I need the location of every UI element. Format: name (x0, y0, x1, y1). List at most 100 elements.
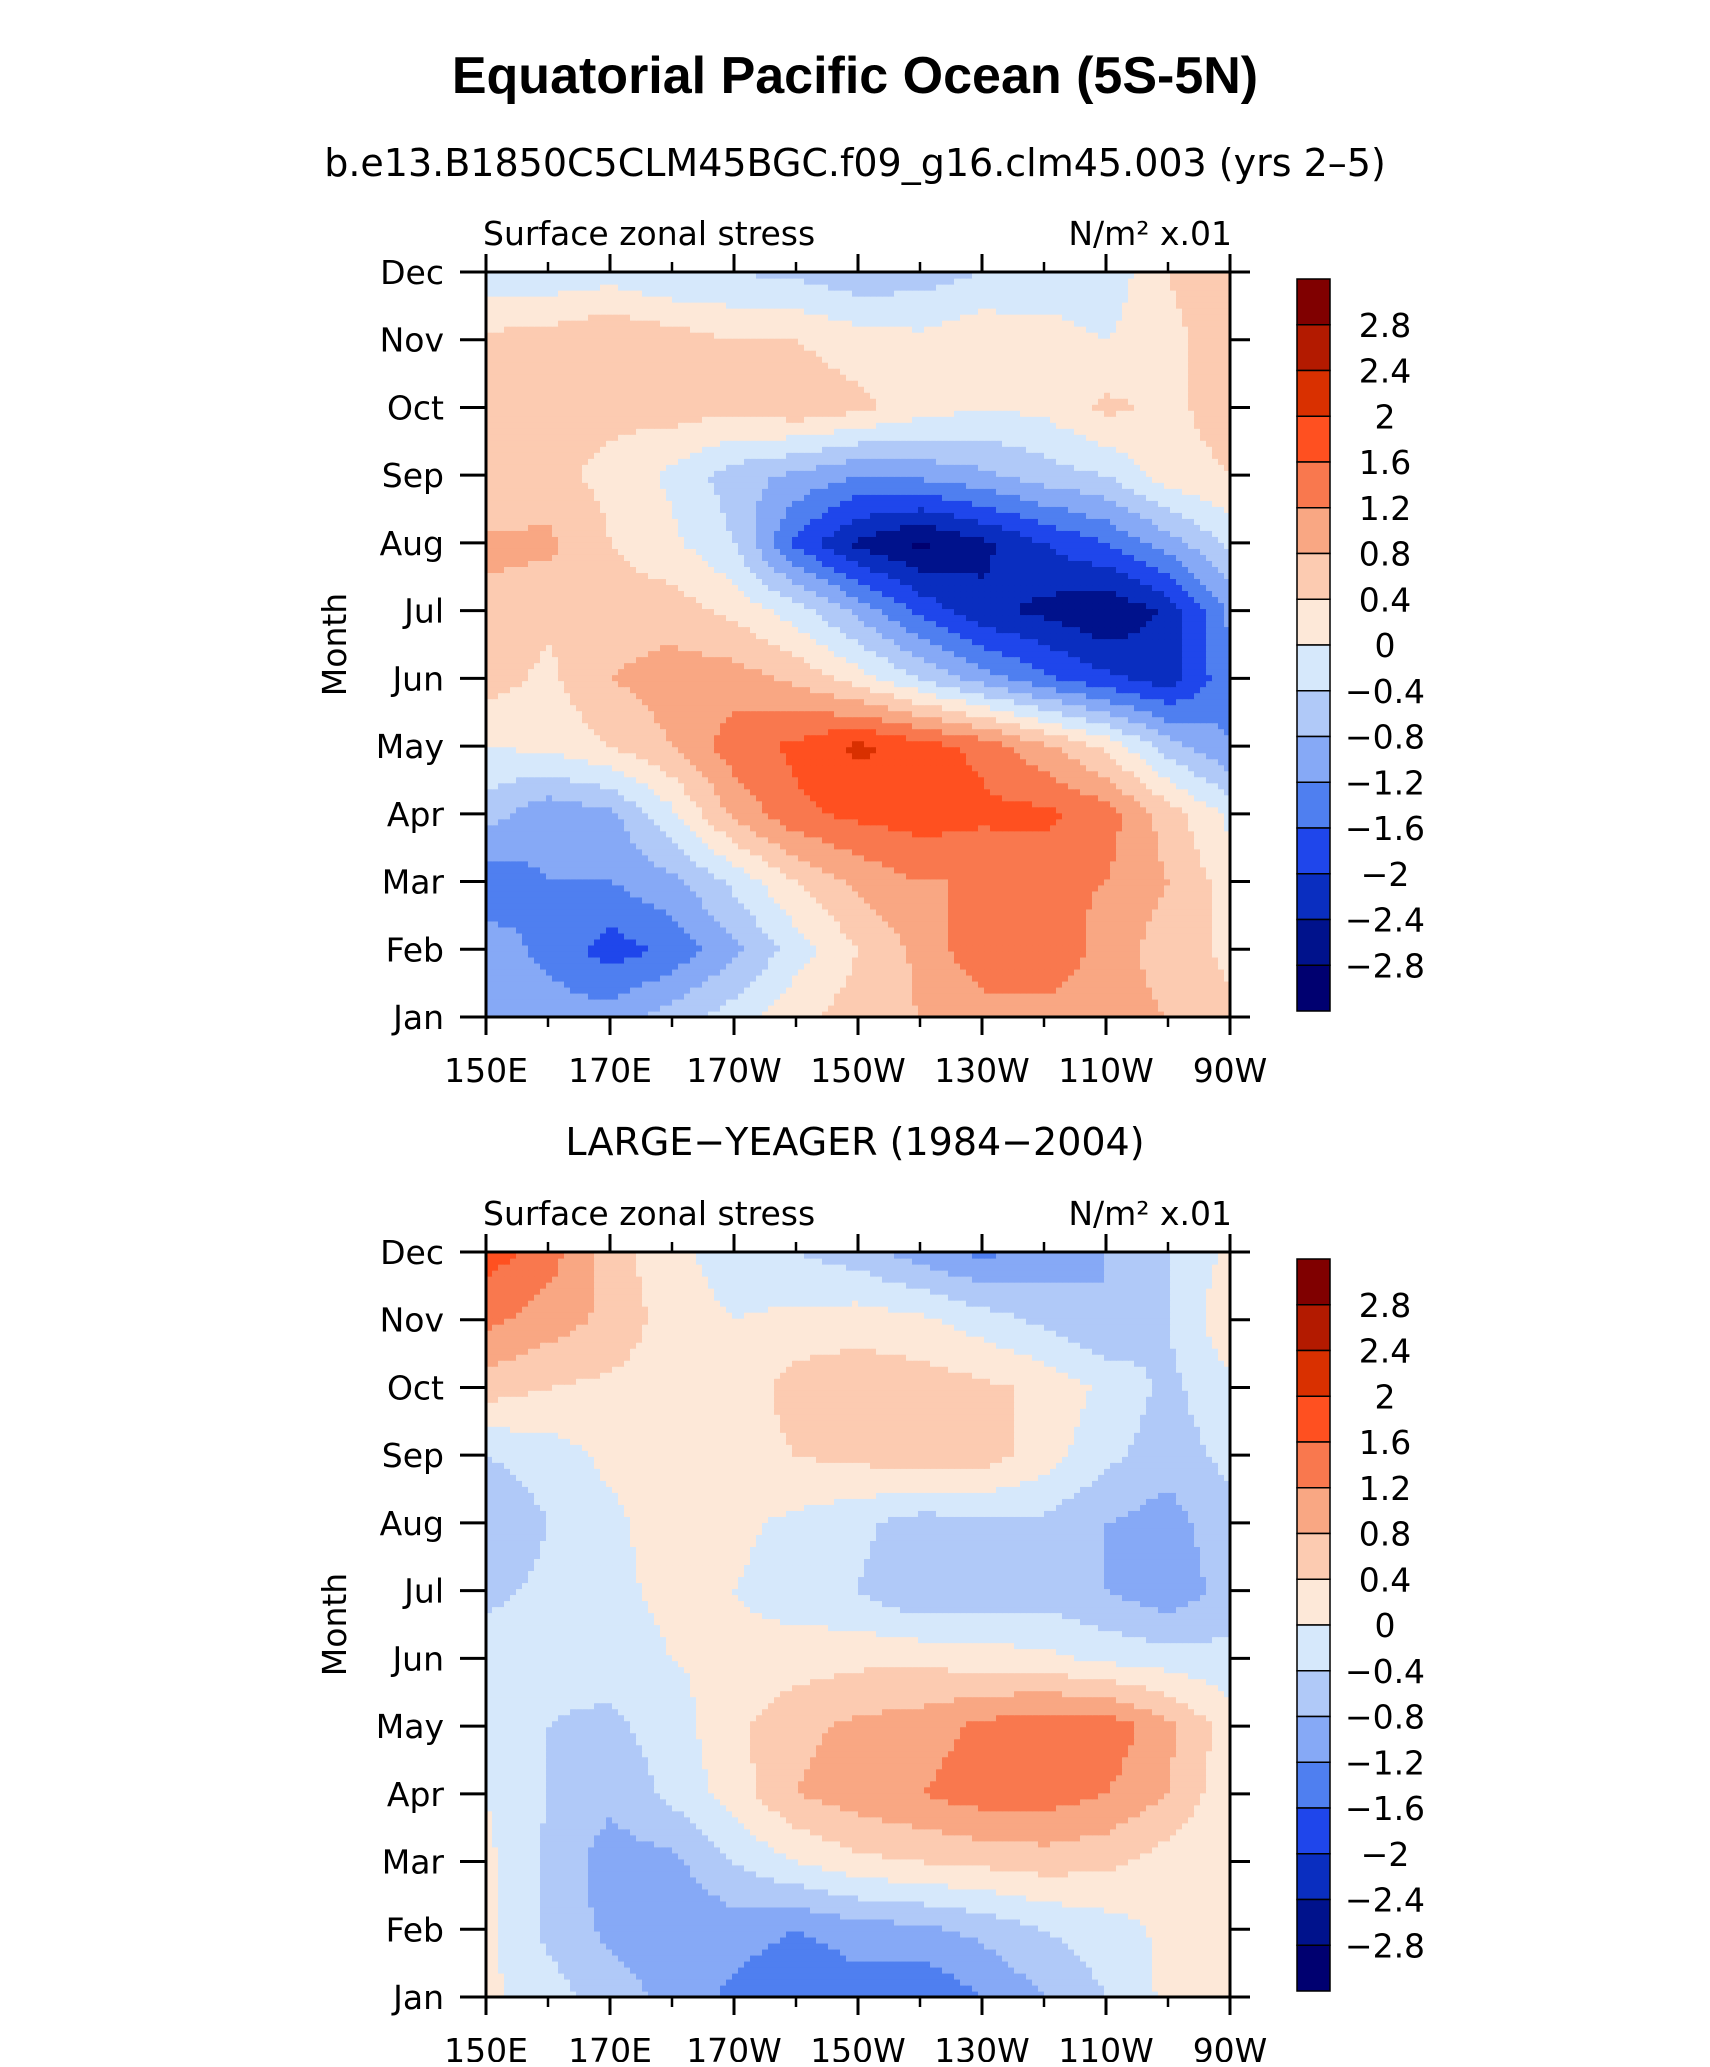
heatmap-cell (552, 849, 559, 856)
heatmap-cell (588, 801, 595, 808)
heatmap-cell (930, 879, 937, 886)
heatmap-cell (858, 807, 865, 814)
heatmap-cell (1218, 891, 1225, 898)
heatmap-cell (966, 813, 973, 820)
heatmap-cell (882, 849, 889, 856)
heatmap-cell (534, 915, 541, 922)
heatmap-cell (936, 903, 943, 910)
heatmap-cell (588, 975, 595, 982)
heatmap-cell (1206, 933, 1213, 940)
heatmap-cell (924, 873, 931, 880)
heatmap-cell (636, 891, 643, 898)
heatmap-cell (1152, 843, 1159, 850)
heatmap-cell (930, 837, 937, 844)
heatmap-cell (960, 933, 967, 940)
heatmap-cell (498, 867, 505, 874)
heatmap-cell (1062, 843, 1069, 850)
heatmap-cell (564, 957, 571, 964)
heatmap-cell (906, 891, 913, 898)
heatmap-cell (1158, 1005, 1165, 1012)
heatmap-cell (1140, 915, 1147, 922)
heatmap-cell (858, 987, 865, 994)
heatmap-cell (882, 915, 889, 922)
heatmap-cell (540, 993, 547, 1000)
heatmap-cell (804, 801, 811, 808)
heatmap-cell (840, 825, 847, 832)
heatmap-cell (708, 909, 715, 916)
heatmap-cell (780, 915, 787, 922)
heatmap-cell (780, 885, 787, 892)
heatmap-cell (768, 825, 775, 832)
heatmap-cell (1200, 915, 1207, 922)
heatmap-cell (1140, 831, 1147, 838)
heatmap-cell (492, 981, 499, 988)
heatmap-cell (828, 807, 835, 814)
heatmap-cell (900, 975, 907, 982)
heatmap-cell (1080, 915, 1087, 922)
heatmap-cell (498, 921, 505, 928)
heatmap-cell (1158, 837, 1165, 844)
heatmap-cell (696, 1005, 703, 1012)
heatmap-cell (648, 951, 655, 958)
heatmap-cell (954, 813, 961, 820)
heatmap-cell (570, 807, 577, 814)
heatmap-cell (744, 873, 751, 880)
heatmap-cell (588, 807, 595, 814)
heatmap-cell (768, 837, 775, 844)
heatmap-cell (780, 981, 787, 988)
heatmap-cell (1062, 915, 1069, 922)
heatmap-cell (1170, 939, 1177, 946)
heatmap-cell (744, 831, 751, 838)
heatmap-cell (1122, 945, 1129, 952)
heatmap-cell (894, 957, 901, 964)
heatmap-cell (612, 849, 619, 856)
heatmap-cell (678, 825, 685, 832)
heatmap-cell (624, 969, 631, 976)
heatmap-cell (780, 777, 787, 784)
heatmap-cell (1032, 837, 1039, 844)
heatmap-cell (984, 975, 991, 982)
heatmap-cell (558, 819, 565, 826)
heatmap-cell (1104, 795, 1111, 802)
heatmap-cell (816, 879, 823, 886)
heatmap-cell (1152, 777, 1159, 784)
heatmap-cell (804, 813, 811, 820)
heatmap-cell (570, 795, 577, 802)
heatmap-cell (828, 783, 835, 790)
heatmap-cell (582, 933, 589, 940)
heatmap-cell (1068, 879, 1075, 886)
heatmap-cell (900, 837, 907, 844)
heatmap-cell (846, 873, 853, 880)
heatmap-cell (714, 903, 721, 910)
heatmap-cell (600, 879, 607, 886)
heatmap-cell (546, 825, 553, 832)
heatmap-cell (708, 783, 715, 790)
heatmap-cell (1062, 813, 1069, 820)
heatmap-cell (990, 885, 997, 892)
heatmap-cell (1188, 879, 1195, 886)
heatmap-cell (756, 849, 763, 856)
heatmap-cell (738, 873, 745, 880)
heatmap-cell (1086, 981, 1093, 988)
heatmap-cell (1038, 813, 1045, 820)
heatmap-cell (1098, 801, 1105, 808)
heatmap-cell (522, 801, 529, 808)
heatmap-cell (684, 927, 691, 934)
heatmap-cell (810, 891, 817, 898)
heatmap-cell (1008, 795, 1015, 802)
heatmap-cell (1188, 951, 1195, 958)
heatmap-cell (1062, 957, 1069, 964)
heatmap-cell (540, 813, 547, 820)
heatmap-cell (510, 933, 517, 940)
heatmap-cell (498, 801, 505, 808)
heatmap-cell (1134, 789, 1141, 796)
heatmap-cell (498, 987, 505, 994)
heatmap-cell (1194, 933, 1201, 940)
heatmap-cell (852, 855, 859, 862)
heatmap-cell (846, 789, 853, 796)
heatmap-cell (720, 825, 727, 832)
heatmap-cell (666, 795, 673, 802)
heatmap-cell (1194, 999, 1201, 1006)
heatmap-cell (1116, 777, 1123, 784)
heatmap-cell (1212, 951, 1219, 958)
